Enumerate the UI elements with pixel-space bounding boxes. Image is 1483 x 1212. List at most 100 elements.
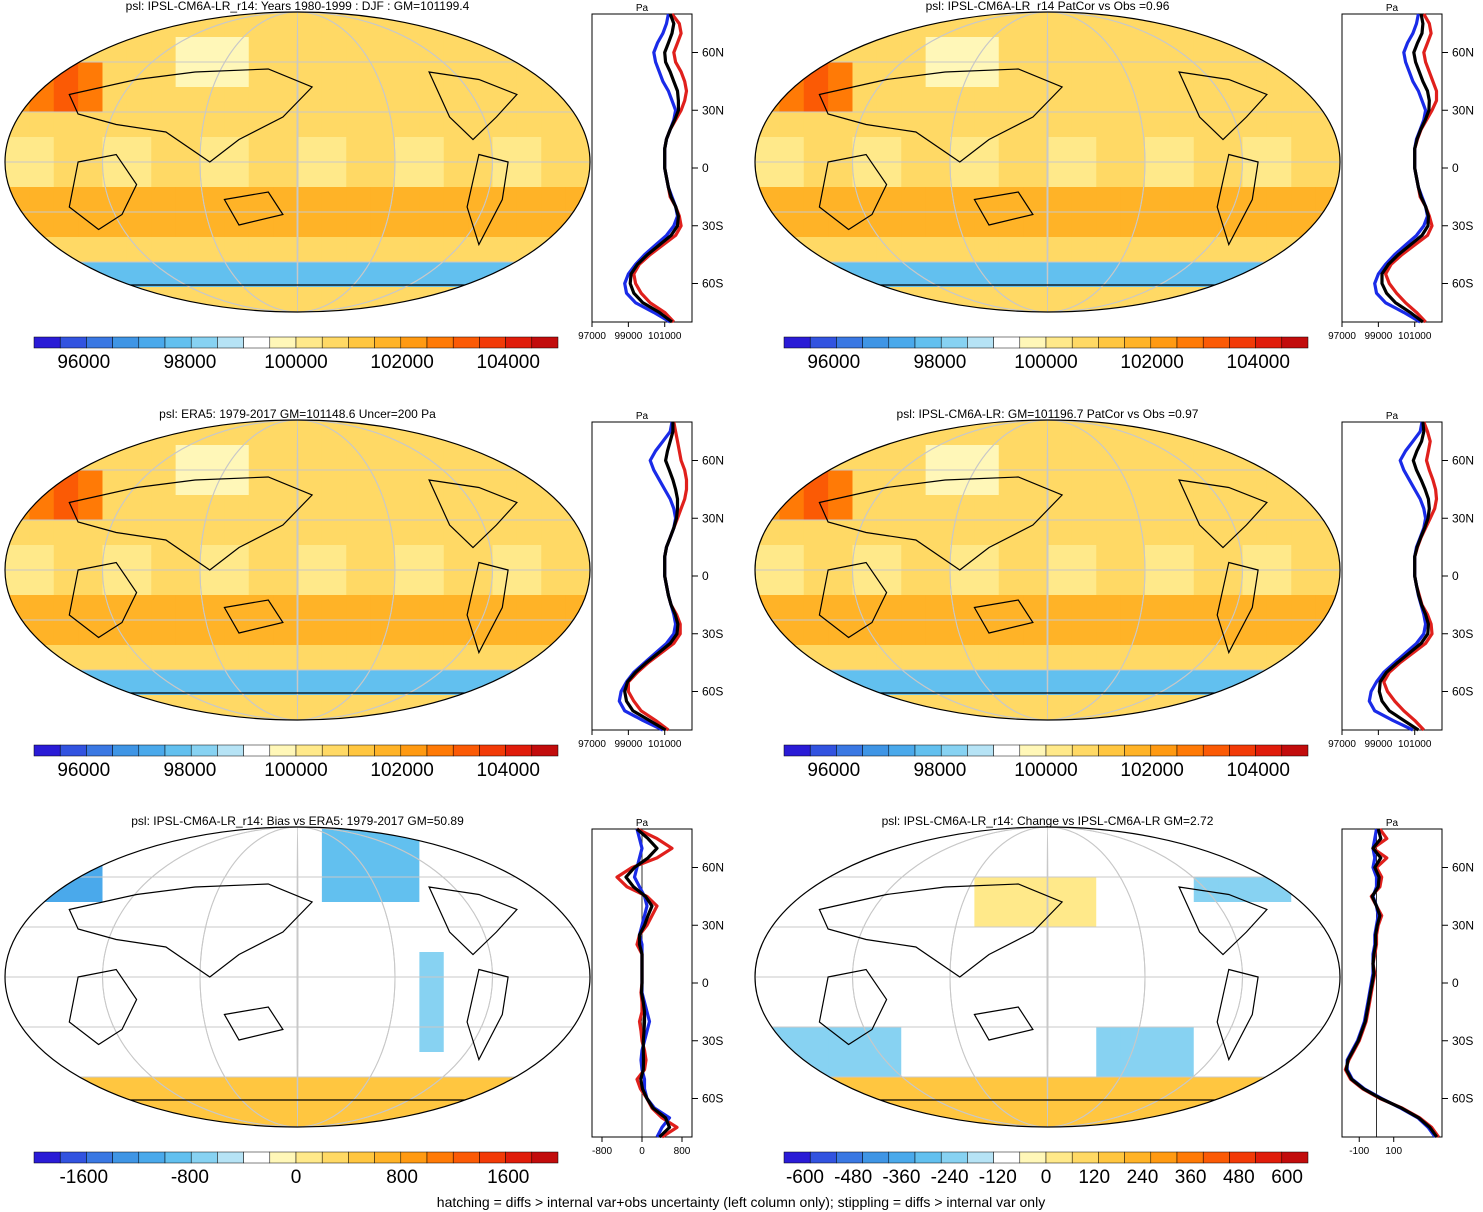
map-cell [248,187,274,213]
map-cell [151,977,177,1003]
map-cell [779,470,805,496]
map-cell [346,37,372,63]
map-cell [5,162,30,188]
graticule-meridian [852,827,1243,1127]
map-cell [1096,112,1122,138]
map-cell [200,162,225,188]
map-cell [1242,1077,1268,1103]
map-cell [102,645,128,671]
map-cell [443,262,469,288]
map-cell [395,595,420,621]
map-cell [1047,212,1073,238]
map-cell [852,1052,878,1078]
map-cell [925,670,951,696]
map-cell [1120,520,1146,546]
map-cell [1169,287,1195,312]
map-cell [1315,620,1340,646]
map-cell [53,62,79,88]
map-cell [224,927,250,953]
map-cell [852,162,878,188]
map-cell [492,1077,518,1103]
map-cell [1242,87,1268,113]
map-cell [53,695,79,720]
map-cell [1315,37,1340,63]
map-cell [1291,445,1317,471]
map-cell [248,1102,274,1127]
map-cell [200,1077,225,1103]
map-cell [321,137,347,163]
map-cell [974,877,1000,903]
map-cell [1145,87,1170,113]
map-cell [297,620,323,646]
map-cell [273,262,299,288]
map-cell [1291,137,1317,163]
map-cell [565,570,590,596]
map-cell [1266,670,1292,696]
map-cell [248,262,274,288]
map-cell [541,37,567,63]
map-cell [492,470,518,496]
profile-line-mean [628,13,681,324]
map-cell [1169,827,1195,853]
map-cell [273,670,299,696]
map-cell [876,1002,902,1028]
map-cell [1096,445,1122,471]
map-cell [1193,137,1219,163]
map-cell [516,495,542,521]
map-cell [974,1077,1000,1103]
map-cell [876,570,902,596]
profile-unit-label: Pa [636,3,649,14]
map-cell [297,545,323,571]
map-cell [248,902,274,928]
map-cell [102,570,128,596]
map-cell [1047,12,1073,38]
colorbar-tick-label: -240 [931,1167,969,1188]
map-cell [370,877,396,903]
map-cell [901,927,927,953]
map-cell [78,137,104,163]
map-cell [803,12,829,38]
colorbar-swatch [505,744,533,757]
map-cell [151,495,177,521]
map-cell [200,495,225,521]
map-cell [1071,1002,1097,1028]
map-cell [175,445,201,471]
map-cell [828,927,854,953]
map-cell [565,902,590,928]
map-cell [1315,695,1340,720]
map-cell [78,620,104,646]
map-cell [516,162,542,188]
map-cell [29,977,55,1003]
profile-line-mean [623,422,680,732]
map-cell [273,927,299,953]
map-cell [998,1002,1024,1028]
map-cell [1145,570,1170,596]
map-cell [102,287,128,312]
map-cell [901,595,927,621]
map-cell [998,1102,1024,1127]
map-cell [1145,595,1170,621]
map-cell [1071,852,1097,878]
map-cell [1023,445,1049,471]
colorbar-swatch [1281,1151,1309,1164]
coastline [68,68,314,163]
map-cell [419,212,445,238]
map-cell [901,1102,927,1127]
map-cell [248,670,274,696]
map-cell [5,827,30,853]
colorbar-tick-label: 240 [1127,1167,1159,1188]
map-cell [755,62,780,88]
map-cell [803,420,829,446]
map-cell [516,877,542,903]
map-cell [755,187,780,213]
map-cell [395,237,420,263]
map-cell [419,545,445,571]
map-cell [1218,37,1244,63]
map-cell [29,1102,55,1127]
map-cell [5,520,30,546]
map-cell [273,87,299,113]
map-cell [852,237,878,263]
map-cell [1047,927,1073,953]
map-cell [803,977,829,1003]
map-cell [828,87,854,113]
